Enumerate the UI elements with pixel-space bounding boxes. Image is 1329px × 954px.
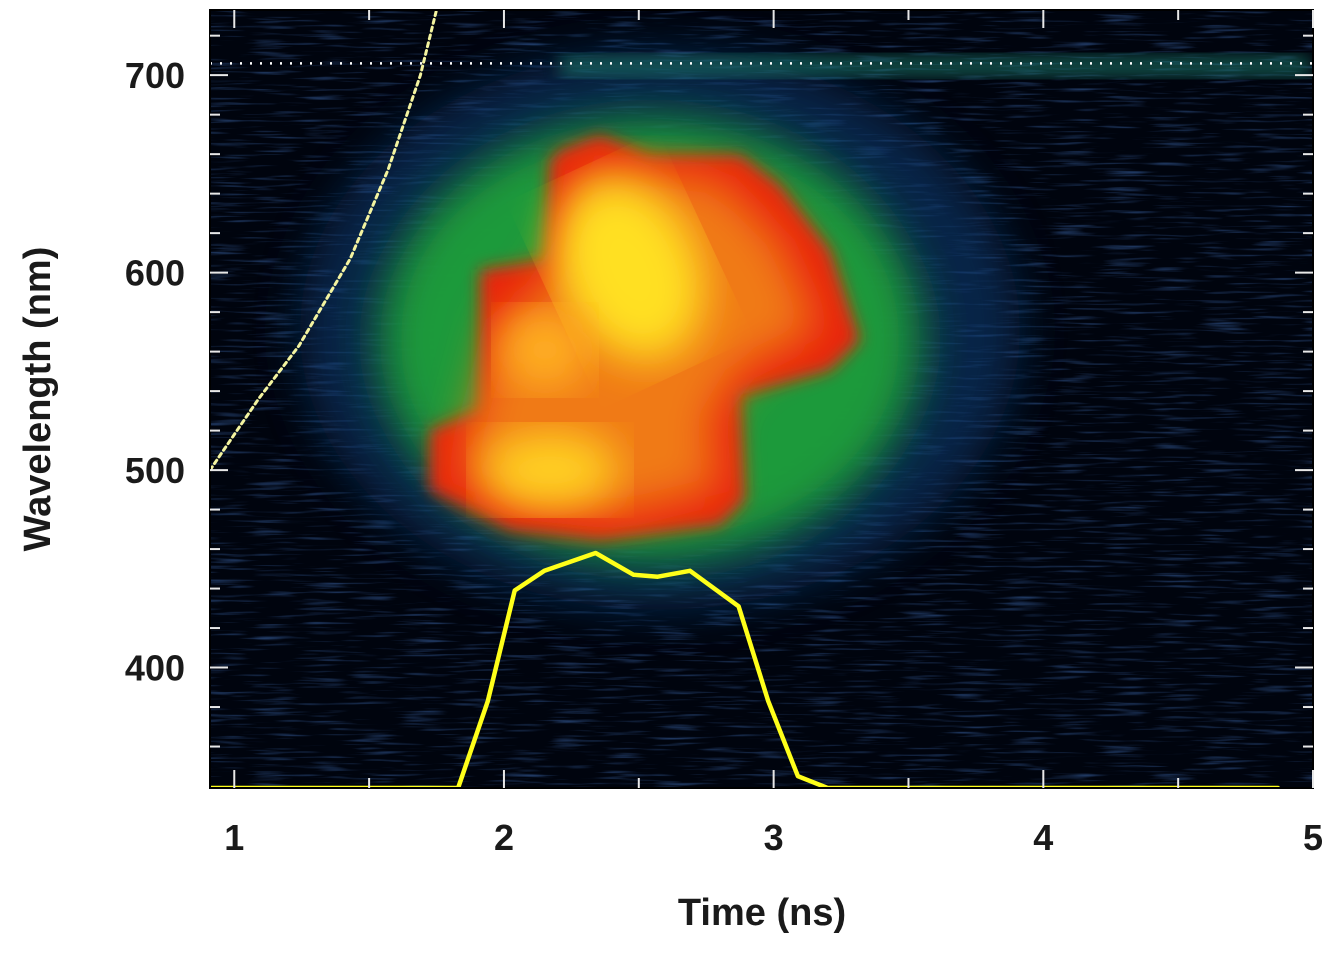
marks bbox=[210, 10, 1313, 788]
fit-curve bbox=[210, 10, 438, 472]
y-tick-label: 500 bbox=[125, 450, 185, 491]
x-tick-label: 5 bbox=[1303, 817, 1323, 858]
x-tick-label: 4 bbox=[1033, 817, 1053, 858]
pulse-curve bbox=[210, 550, 1281, 788]
y-tick-label: 700 bbox=[125, 55, 185, 96]
streak-image bbox=[210, 10, 1313, 788]
halo-line bbox=[560, 55, 1310, 77]
x-tick-label: 1 bbox=[224, 817, 244, 858]
blob-yellow bbox=[554, 178, 706, 362]
x-tick-label: 3 bbox=[764, 817, 784, 858]
y-tick-label: 400 bbox=[125, 648, 185, 689]
y-tick-label: 600 bbox=[125, 253, 185, 294]
plot-frame bbox=[209, 9, 1314, 789]
y-axis-label: Wavelength (nm) bbox=[17, 247, 59, 552]
axes: 1 2 3 4 5 400 500 600 700 bbox=[125, 10, 1323, 858]
blob-yellow bbox=[500, 310, 590, 390]
blob-yellow bbox=[480, 430, 620, 510]
x-tick-label: 2 bbox=[494, 817, 514, 858]
x-axis-label: Time (ns) bbox=[678, 892, 846, 934]
